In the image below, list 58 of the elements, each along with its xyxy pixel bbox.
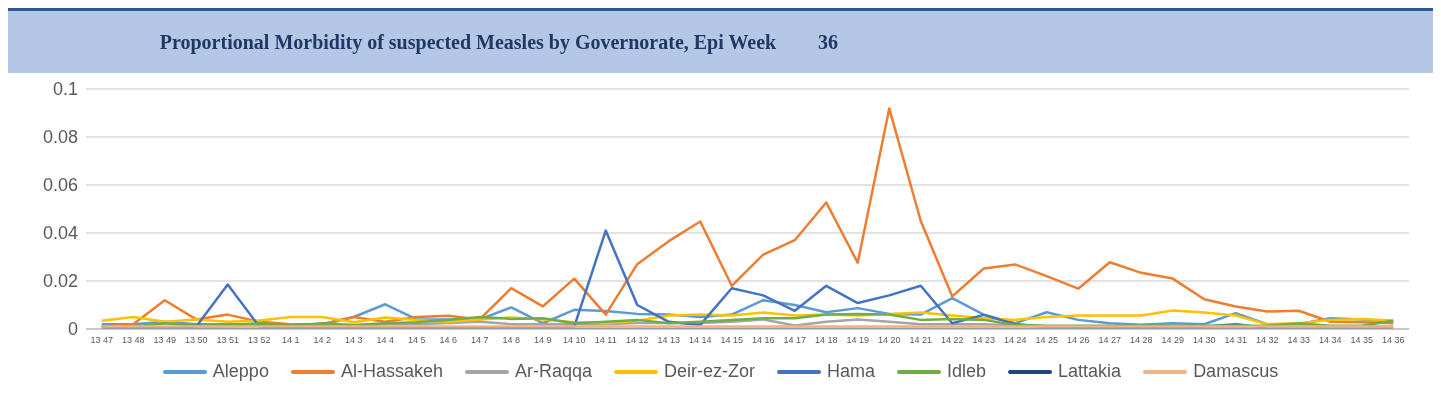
x-tick-label: 13 48 bbox=[121, 335, 145, 346]
x-tick-label: 14 31 bbox=[1224, 335, 1248, 346]
x-tick-label: 13 52 bbox=[247, 335, 271, 346]
x-tick-label: 14 28 bbox=[1129, 335, 1153, 346]
legend-label: Lattakia bbox=[1058, 361, 1122, 382]
x-tick-label: 14 5 bbox=[407, 335, 426, 346]
legend-label: Deir-ez-Zor bbox=[664, 361, 756, 382]
legend-label: Al-Hassakeh bbox=[340, 361, 443, 382]
legend-label: Aleppo bbox=[212, 361, 269, 382]
y-tick-label: 0.04 bbox=[42, 223, 78, 244]
x-tick-label: 14 24 bbox=[1003, 335, 1027, 346]
x-tick-label: 14 12 bbox=[625, 335, 649, 346]
x-tick-label: 14 9 bbox=[533, 335, 552, 346]
legend-label: Damascus bbox=[1193, 361, 1279, 382]
y-tick-label: 0.1 bbox=[52, 79, 78, 100]
x-tick-label: 14 25 bbox=[1035, 335, 1059, 346]
chart-subtitle: 36 bbox=[818, 30, 838, 54]
x-tick-label: 14 36 bbox=[1381, 335, 1405, 346]
x-tick-label: 14 2 bbox=[313, 335, 332, 346]
x-tick-label: 14 4 bbox=[376, 335, 395, 346]
x-tick-label: 14 22 bbox=[940, 335, 964, 346]
x-tick-label: 14 16 bbox=[751, 335, 775, 346]
y-tick-label: 0.02 bbox=[42, 271, 78, 292]
x-tick-label: 13 49 bbox=[153, 335, 177, 346]
x-tick-label: 14 17 bbox=[783, 335, 807, 346]
x-tick-label: 13 50 bbox=[184, 335, 208, 346]
x-tick-label: 14 19 bbox=[846, 335, 870, 346]
x-tick-label: 13 51 bbox=[216, 335, 240, 346]
x-tick-label: 14 20 bbox=[877, 335, 901, 346]
chart-title: Proportional Morbidity of suspected Measles by Governorate, Epi Week bbox=[158, 30, 778, 54]
x-tick-label: 14 35 bbox=[1350, 335, 1374, 346]
x-tick-label: 14 18 bbox=[814, 335, 838, 346]
x-tick-label: 13 47 bbox=[90, 335, 114, 346]
x-tick-label: 14 29 bbox=[1161, 335, 1185, 346]
x-tick-label: 14 26 bbox=[1066, 335, 1090, 346]
x-tick-label: 14 34 bbox=[1318, 335, 1342, 346]
x-tick-label: 14 33 bbox=[1287, 335, 1311, 346]
legend-label: Ar-Raqqa bbox=[514, 361, 592, 382]
x-tick-label: 14 10 bbox=[562, 335, 586, 346]
x-tick-label: 14 27 bbox=[1098, 335, 1122, 346]
x-tick-label: 14 21 bbox=[909, 335, 933, 346]
x-tick-label: 14 30 bbox=[1192, 335, 1216, 346]
x-tick-label: 14 32 bbox=[1255, 335, 1279, 346]
legend-label: Idleb bbox=[947, 361, 987, 382]
x-tick-label: 14 8 bbox=[502, 335, 521, 346]
legend-label: Hama bbox=[827, 361, 876, 382]
x-tick-label: 14 13 bbox=[657, 335, 681, 346]
x-tick-label: 14 11 bbox=[594, 335, 617, 346]
x-tick-label: 14 14 bbox=[688, 335, 712, 346]
x-tick-label: 14 3 bbox=[344, 335, 363, 346]
x-tick-label: 14 23 bbox=[972, 335, 996, 346]
x-tick-label: 14 15 bbox=[720, 335, 744, 346]
x-tick-label: 14 1 bbox=[281, 335, 300, 346]
x-tick-label: 14 6 bbox=[439, 335, 458, 346]
x-tick-label: 14 7 bbox=[470, 335, 489, 346]
y-tick-label: 0.08 bbox=[42, 127, 78, 148]
y-tick-label: 0 bbox=[67, 319, 78, 340]
y-tick-label: 0.06 bbox=[42, 175, 78, 196]
